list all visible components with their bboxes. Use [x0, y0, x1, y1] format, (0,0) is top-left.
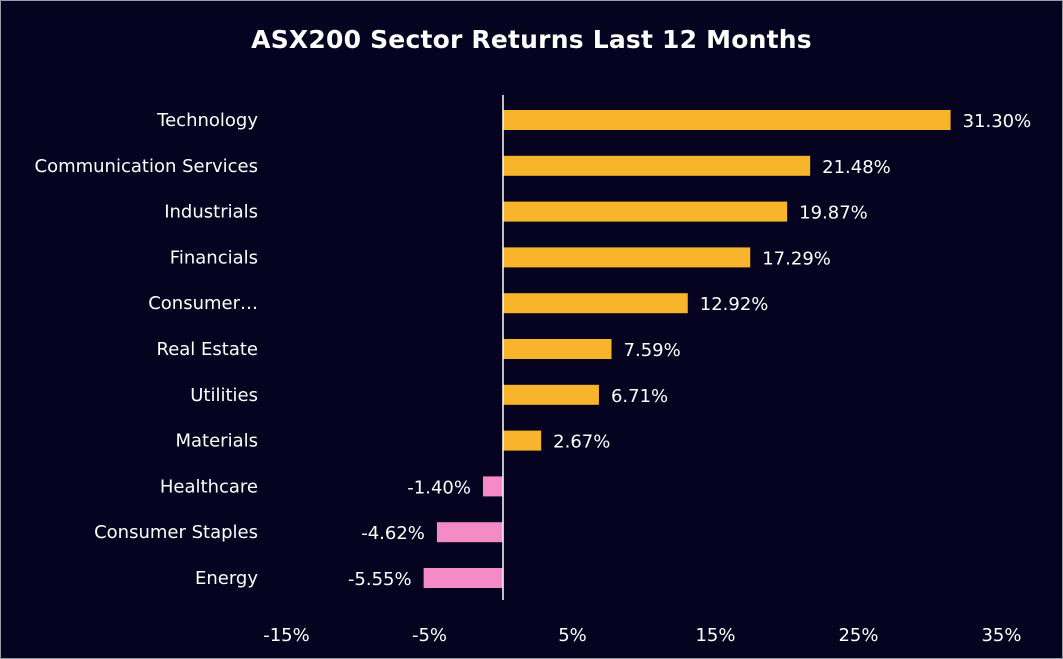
- bar: [503, 110, 951, 130]
- x-tick-label: 25%: [838, 625, 878, 646]
- category-label: Energy: [195, 568, 258, 589]
- data-label: 6.71%: [611, 386, 668, 407]
- category-label: Healthcare: [160, 476, 258, 497]
- category-label: Real Estate: [157, 339, 259, 360]
- data-label: 2.67%: [553, 432, 610, 453]
- bar: [503, 155, 811, 176]
- x-tick-label: 35%: [981, 625, 1021, 646]
- data-label: -4.62%: [361, 523, 425, 544]
- data-label: -5.55%: [348, 569, 412, 590]
- data-label: 12.92%: [700, 294, 769, 315]
- data-label: 31.30%: [963, 111, 1032, 132]
- bar: [503, 293, 688, 314]
- category-label: Materials: [175, 431, 258, 452]
- x-tick-label: 15%: [695, 625, 735, 646]
- bar: [503, 384, 599, 405]
- x-tick-label: 5%: [558, 625, 587, 646]
- bar: [423, 568, 503, 588]
- bar: [503, 339, 612, 359]
- bar: [503, 430, 542, 451]
- data-label: 21.48%: [822, 157, 891, 178]
- data-label: -1.40%: [407, 477, 471, 498]
- chart-title: ASX200 Sector Returns Last 12 Months: [251, 25, 812, 54]
- bar: [482, 476, 503, 497]
- category-label: Consumer…: [148, 293, 258, 314]
- bar: [503, 247, 751, 268]
- category-label: Utilities: [190, 385, 258, 406]
- x-tick-label: -15%: [263, 625, 310, 646]
- category-label: Technology: [156, 110, 258, 131]
- data-label: 19.87%: [799, 203, 868, 224]
- category-label: Industrials: [164, 202, 258, 223]
- data-label: 17.29%: [762, 248, 831, 269]
- category-label: Financials: [170, 247, 258, 268]
- bar: [503, 201, 788, 222]
- data-label: 7.59%: [624, 340, 681, 361]
- category-label: Communication Services: [35, 156, 259, 177]
- bar: [436, 522, 503, 543]
- x-tick-label: -5%: [412, 625, 447, 646]
- category-label: Consumer Staples: [94, 522, 258, 543]
